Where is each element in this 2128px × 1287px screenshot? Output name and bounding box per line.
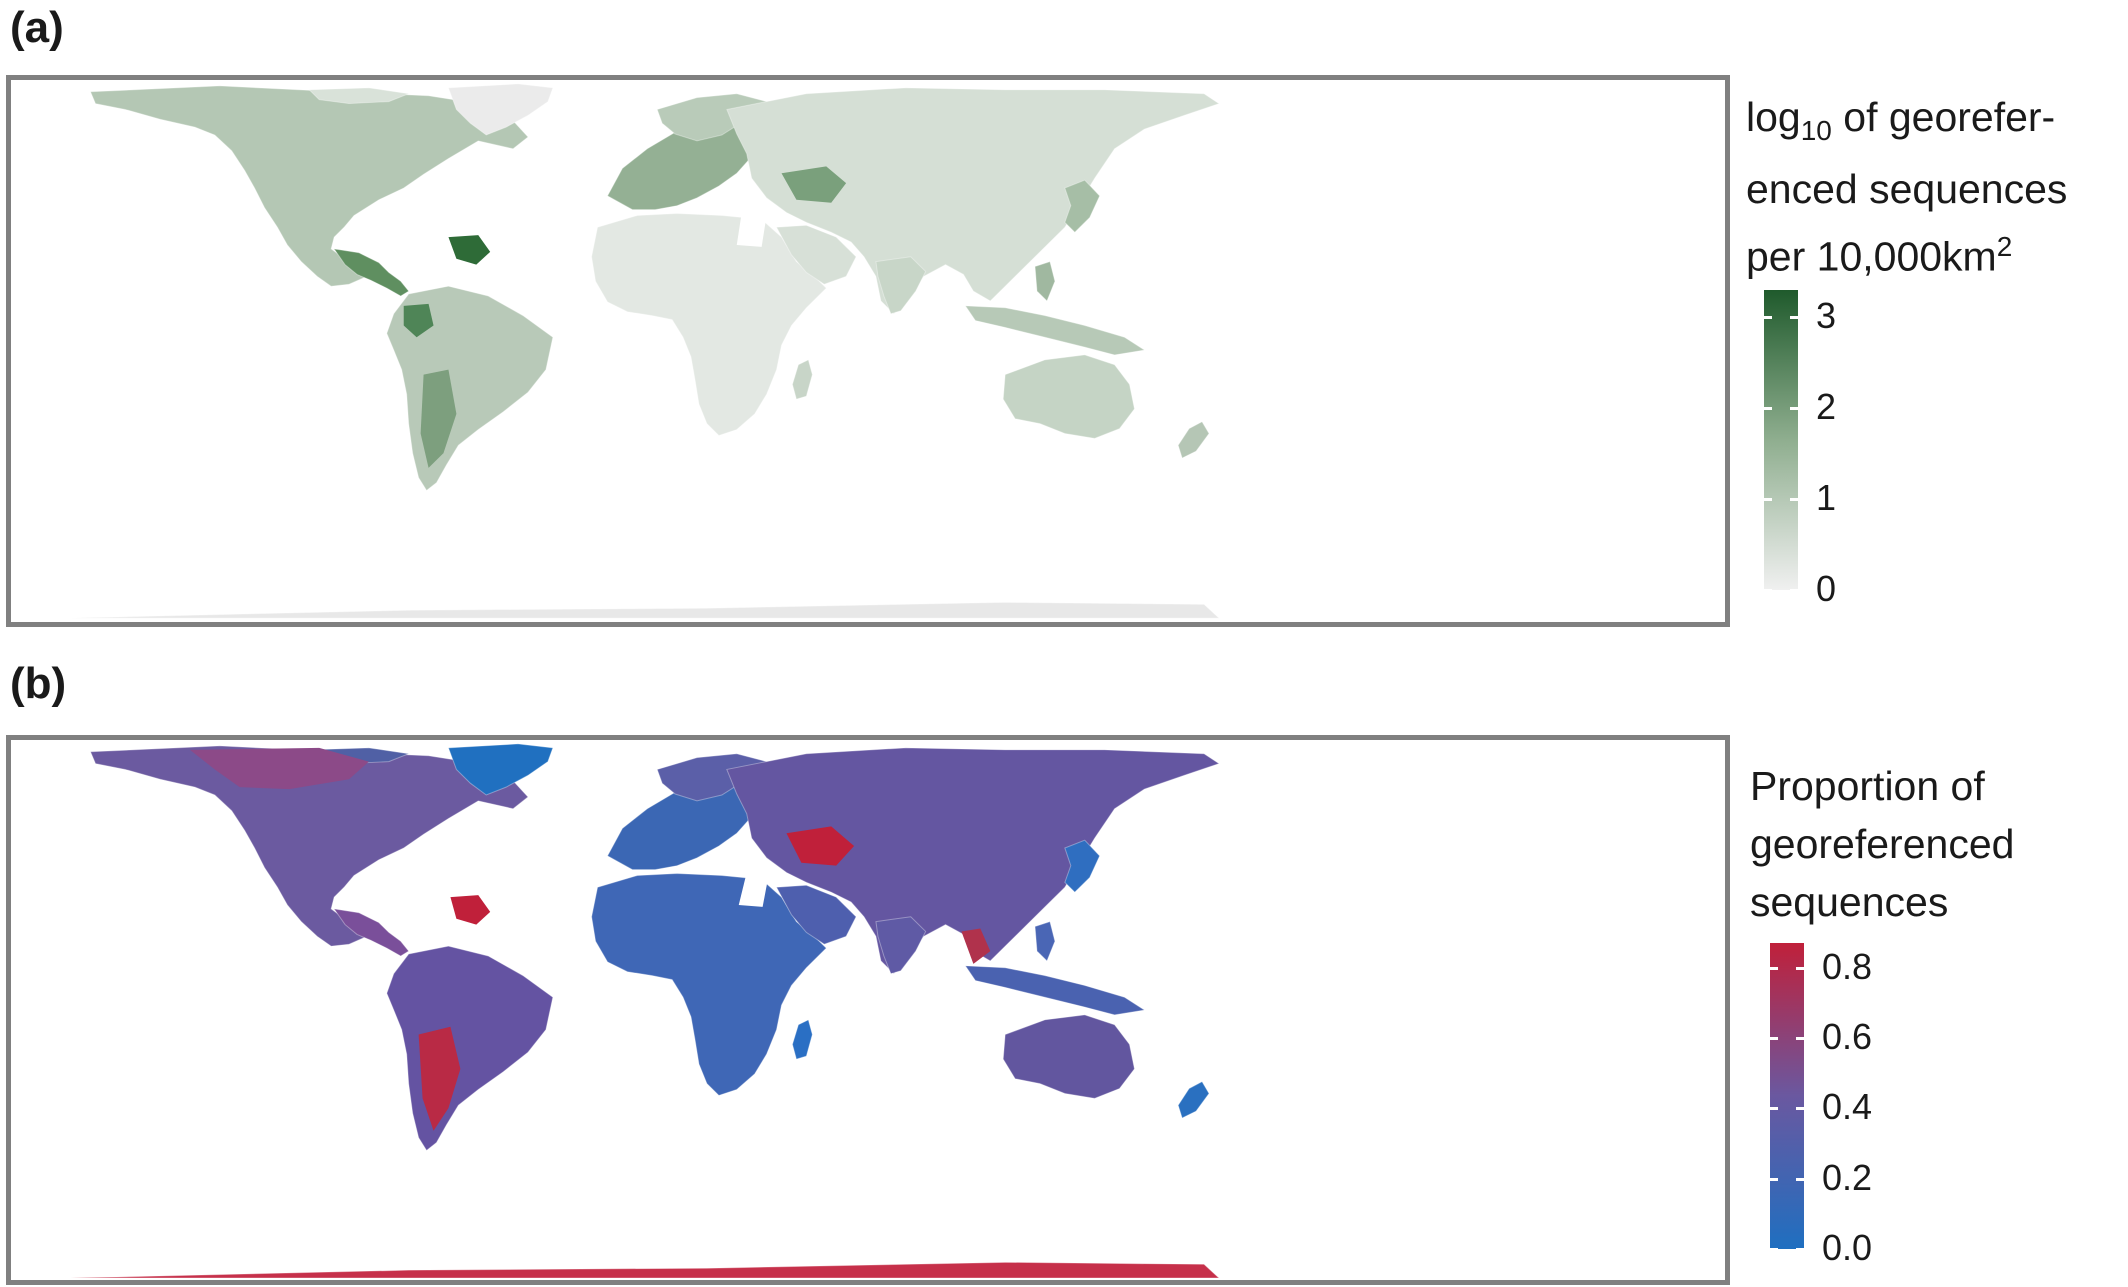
- region-arabia: [775, 884, 857, 945]
- colorbar-tick-mark: [1770, 966, 1778, 970]
- legend-b-title-line-1: Proportion of: [1750, 763, 1985, 809]
- region-antarctica: [70, 1261, 1221, 1279]
- region-japan: [1064, 839, 1101, 893]
- colorbar-tick-label: 0.0: [1822, 1227, 1873, 1268]
- region-guianas: [450, 895, 491, 925]
- panel-b-world-map: [70, 743, 1221, 1279]
- colorbar-tick-mark: [1790, 407, 1798, 411]
- region-guianas: [448, 235, 491, 265]
- region-ecuador: [403, 303, 434, 338]
- panel-b-legend-title: Proportion of georeferenced sequences: [1750, 757, 2014, 931]
- colorbar-tick-label: 0: [1816, 568, 1837, 609]
- legend-a-title-line-3: per 10,000km2: [1746, 231, 2013, 280]
- region-se-asia-islands: [964, 305, 1146, 356]
- region-new-zealand: [1177, 1081, 1210, 1119]
- panel-a-colorbar: [1764, 290, 1798, 590]
- region-argentina: [420, 369, 457, 468]
- colorbar-tick-mark: [1764, 407, 1772, 411]
- panel-b-colorbar: [1770, 943, 1804, 1249]
- legend-b-title-line-2: georeferenced: [1750, 821, 2015, 867]
- region-madagascar: [791, 1019, 813, 1060]
- region-philippines: [1034, 261, 1056, 302]
- region-central-america: [333, 248, 410, 297]
- colorbar-tick-mark: [1770, 1107, 1778, 1111]
- region-asia: [726, 87, 1221, 315]
- region-argentina: [418, 1026, 461, 1131]
- region-africa: [591, 873, 827, 1096]
- colorbar-tick-mark: [1790, 498, 1798, 502]
- region-se-asia-islands: [964, 965, 1146, 1016]
- colorbar-tick-label: 2: [1816, 386, 1837, 428]
- region-philippines: [1034, 921, 1056, 962]
- region-japan: [1064, 179, 1101, 233]
- region-greenland: [447, 743, 554, 796]
- region-iran: [786, 826, 855, 866]
- colorbar-tick-label: 0.4: [1822, 1086, 1873, 1128]
- colorbar-tick-mark: [1796, 1036, 1804, 1040]
- region-greenland: [447, 83, 554, 136]
- legend-a-title-line-1: log10 of georefer-: [1746, 94, 2056, 147]
- colorbar-tick-label: 0.6: [1822, 1015, 1873, 1057]
- legend-a-title-line-2: enced sequences: [1746, 166, 2068, 213]
- region-new-zealand: [1177, 421, 1210, 459]
- region-vietnam: [961, 928, 991, 964]
- region-india: [875, 256, 927, 315]
- panel-a-legend-title: log10 of georefer- enced sequences per 1…: [1746, 88, 2067, 286]
- region-australia: [1002, 354, 1135, 439]
- colorbar-tick-label: 1: [1816, 477, 1837, 519]
- colorbar-tick-label: 0.2: [1822, 1156, 1873, 1198]
- colorbar-tick-label: 0.8: [1822, 945, 1873, 987]
- region-india: [875, 916, 927, 975]
- colorbar-tick-mark: [1796, 966, 1804, 970]
- colorbar-tick-mark: [1770, 1177, 1778, 1181]
- region-antarctica: [70, 601, 1221, 619]
- region-south-america: [386, 945, 554, 1152]
- region-africa: [591, 213, 827, 437]
- colorbar-tick-mark: [1770, 1036, 1778, 1040]
- colorbar-tick-mark: [1770, 1248, 1778, 1251]
- legend-b-title-line-3: sequences: [1750, 879, 1949, 925]
- colorbar-tick-mark: [1790, 316, 1798, 320]
- colorbar-tick-mark: [1796, 1107, 1804, 1111]
- colorbar-tick-mark: [1764, 498, 1772, 502]
- colorbar-tick-mark: [1764, 316, 1772, 320]
- region-australia: [1002, 1014, 1135, 1099]
- colorbar-tick-mark: [1796, 1177, 1804, 1181]
- panel-b-map-frame: [6, 735, 1730, 1285]
- colorbar-tick-mark: [1764, 589, 1772, 592]
- region-central-america: [333, 908, 410, 957]
- region-sudan-nodata: [738, 872, 769, 907]
- region-canada-north: [189, 747, 369, 790]
- panel-b-label: (b): [10, 659, 67, 708]
- region-arctic-islands: [308, 87, 411, 105]
- panel-a-world-map: [70, 83, 1221, 619]
- region-arabia: [775, 224, 857, 285]
- region-sudan-nodata: [736, 212, 767, 247]
- colorbar-tick-label: 3: [1816, 295, 1837, 337]
- panel-a-map-frame: [6, 75, 1730, 627]
- region-madagascar: [791, 359, 813, 400]
- colorbar-tick-mark: [1790, 589, 1798, 592]
- region-iran: [781, 166, 847, 203]
- colorbar-tick-mark: [1796, 1248, 1804, 1251]
- panel-a-label: (a): [10, 3, 64, 52]
